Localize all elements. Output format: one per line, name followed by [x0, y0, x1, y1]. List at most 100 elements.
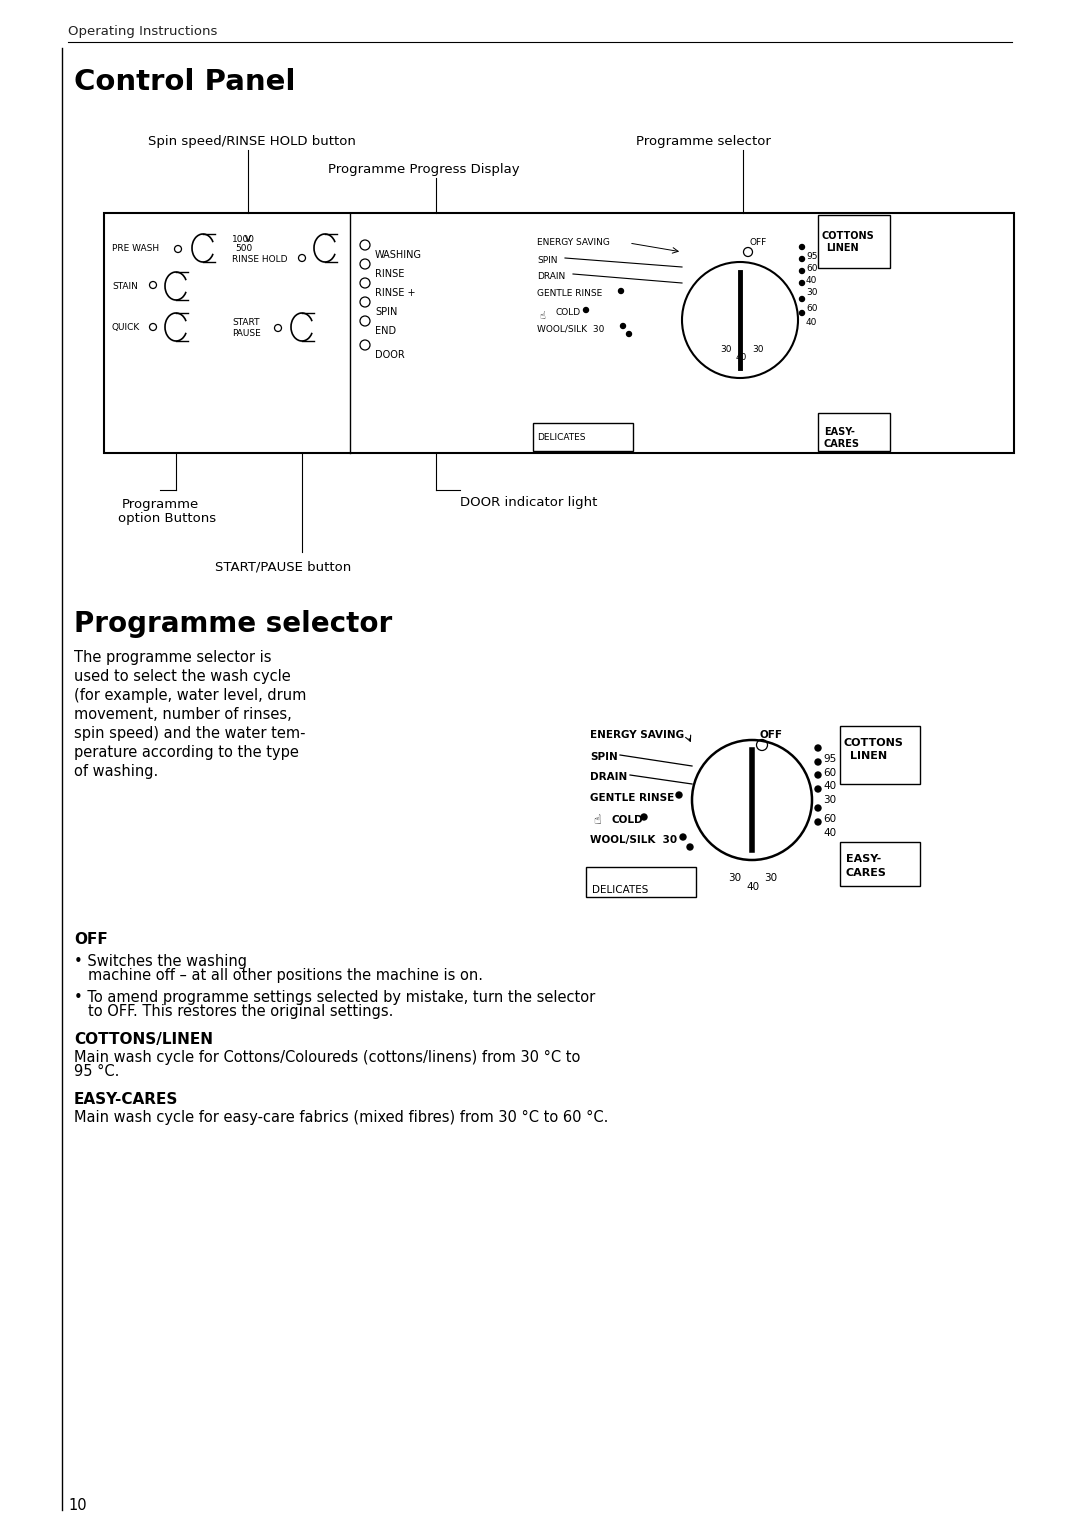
Text: 60: 60 — [823, 768, 836, 778]
Text: The programme selector is: The programme selector is — [75, 650, 271, 665]
Text: END: END — [375, 326, 396, 336]
Text: Main wash cycle for easy-care fabrics (mixed fibres) from 30 °C to 60 °C.: Main wash cycle for easy-care fabrics (m… — [75, 1110, 608, 1125]
Circle shape — [799, 310, 805, 315]
Text: option Buttons: option Buttons — [118, 512, 216, 524]
Text: Programme Progress Display: Programme Progress Display — [328, 164, 519, 176]
Text: COLD: COLD — [555, 307, 580, 317]
Text: GENTLE RINSE: GENTLE RINSE — [537, 289, 603, 298]
Text: WASHING: WASHING — [375, 251, 422, 260]
Text: EASY-: EASY- — [846, 855, 881, 864]
Text: 40: 40 — [806, 277, 818, 284]
Circle shape — [815, 745, 821, 751]
Circle shape — [642, 813, 647, 820]
Circle shape — [815, 772, 821, 778]
Text: OFF: OFF — [760, 729, 783, 740]
Text: 30: 30 — [728, 873, 741, 884]
Text: SPIN: SPIN — [590, 752, 618, 761]
Text: RINSE +: RINSE + — [375, 287, 416, 298]
Text: to OFF. This restores the original settings.: to OFF. This restores the original setti… — [87, 1005, 393, 1018]
Circle shape — [799, 257, 805, 261]
Text: RINSE HOLD: RINSE HOLD — [232, 255, 287, 265]
Text: Spin speed/RINSE HOLD button: Spin speed/RINSE HOLD button — [148, 135, 356, 148]
Text: • To amend programme settings selected by mistake, turn the selector: • To amend programme settings selected b… — [75, 989, 595, 1005]
Text: LINEN: LINEN — [826, 243, 859, 252]
Text: DRAIN: DRAIN — [537, 272, 565, 281]
Text: machine off – at all other positions the machine is on.: machine off – at all other positions the… — [87, 968, 483, 983]
Text: 60: 60 — [823, 813, 836, 824]
Text: SPIN: SPIN — [375, 307, 397, 317]
Text: Programme selector: Programme selector — [75, 610, 392, 638]
Text: ☝: ☝ — [539, 310, 545, 321]
Text: 95 °C.: 95 °C. — [75, 1064, 120, 1079]
Text: START/PAUSE button: START/PAUSE button — [215, 560, 351, 573]
Text: used to select the wash cycle: used to select the wash cycle — [75, 670, 291, 683]
Bar — [104, 213, 1014, 453]
Text: perature according to the type: perature according to the type — [75, 745, 299, 760]
Text: GENTLE RINSE: GENTLE RINSE — [590, 794, 674, 803]
Text: DOOR: DOOR — [375, 350, 405, 359]
Text: 10: 10 — [68, 1498, 86, 1514]
Text: Control Panel: Control Panel — [75, 67, 296, 96]
Bar — [840, 842, 920, 885]
Text: 30: 30 — [752, 346, 764, 355]
Text: movement, number of rinses,: movement, number of rinses, — [75, 706, 292, 722]
Text: Programme selector: Programme selector — [636, 135, 771, 148]
Text: WOOL/SILK  30: WOOL/SILK 30 — [537, 324, 605, 333]
Text: STAIN: STAIN — [112, 281, 138, 291]
Text: COTTONS: COTTONS — [843, 739, 904, 748]
Circle shape — [815, 786, 821, 792]
Circle shape — [583, 307, 589, 312]
Circle shape — [680, 833, 686, 839]
Text: 30: 30 — [720, 346, 731, 355]
Text: CARES: CARES — [824, 439, 860, 450]
Circle shape — [621, 324, 625, 329]
Text: RINSE: RINSE — [375, 269, 404, 278]
Text: 95: 95 — [806, 252, 818, 261]
Circle shape — [676, 792, 681, 798]
Text: START: START — [232, 318, 259, 327]
Text: OFF: OFF — [75, 933, 108, 946]
Text: 30: 30 — [823, 795, 836, 804]
Text: 30: 30 — [764, 873, 778, 884]
Bar — [840, 726, 920, 784]
Text: 1000: 1000 — [232, 235, 255, 245]
Text: EASY-: EASY- — [824, 427, 855, 437]
Text: Operating Instructions: Operating Instructions — [68, 24, 217, 38]
Text: SPIN: SPIN — [537, 255, 557, 265]
Circle shape — [619, 289, 623, 294]
Text: 95: 95 — [823, 754, 836, 764]
Text: 40: 40 — [806, 318, 818, 327]
Text: 30: 30 — [806, 287, 818, 297]
Circle shape — [815, 804, 821, 810]
Text: COTTONS/LINEN: COTTONS/LINEN — [75, 1032, 213, 1047]
Circle shape — [799, 269, 805, 274]
Text: 40: 40 — [746, 882, 759, 891]
Text: 40: 40 — [823, 829, 836, 838]
Text: 40: 40 — [735, 353, 747, 362]
Text: 60: 60 — [806, 304, 818, 313]
Text: ☝: ☝ — [593, 813, 600, 827]
Text: LINEN: LINEN — [850, 751, 887, 761]
Text: OFF: OFF — [750, 239, 767, 248]
Text: PAUSE: PAUSE — [232, 329, 260, 338]
Text: (for example, water level, drum: (for example, water level, drum — [75, 688, 307, 703]
Text: 40: 40 — [823, 781, 836, 790]
Text: spin speed) and the water tem-: spin speed) and the water tem- — [75, 726, 306, 742]
Text: DELICATES: DELICATES — [537, 433, 585, 442]
Text: WOOL/SILK  30: WOOL/SILK 30 — [590, 835, 677, 846]
Text: QUICK: QUICK — [112, 323, 140, 332]
Text: CARES: CARES — [846, 868, 887, 878]
Text: Main wash cycle for Cottons/Coloureds (cottons/linens) from 30 °C to: Main wash cycle for Cottons/Coloureds (c… — [75, 1050, 580, 1066]
Text: COLD: COLD — [612, 815, 644, 826]
Text: DELICATES: DELICATES — [592, 885, 648, 894]
Circle shape — [815, 820, 821, 826]
Bar — [818, 413, 890, 451]
Text: 60: 60 — [806, 265, 818, 274]
Text: Programme: Programme — [122, 498, 199, 511]
Text: • Switches the washing: • Switches the washing — [75, 954, 247, 969]
Circle shape — [687, 844, 693, 850]
Text: PRE WASH: PRE WASH — [112, 245, 159, 252]
Circle shape — [799, 245, 805, 249]
Text: EASY-CARES: EASY-CARES — [75, 1092, 178, 1107]
Text: 500: 500 — [235, 245, 253, 252]
